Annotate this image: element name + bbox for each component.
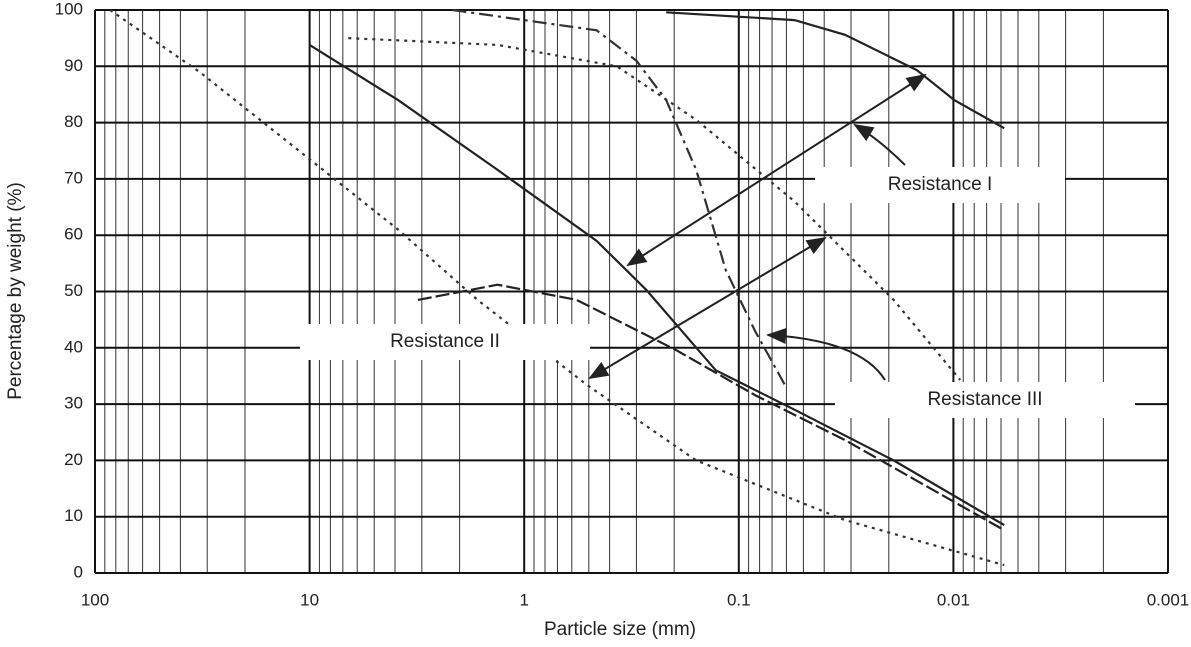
y-tick-label: 20 (64, 450, 83, 469)
arrow (588, 236, 827, 380)
x-tick-label: 1 (519, 590, 528, 609)
y-tick-label: 80 (64, 112, 83, 131)
x-tick-label: 0.1 (727, 590, 751, 609)
y-axis-title: Percentage by weight (%) (5, 182, 26, 400)
y-tick-label: 0 (74, 562, 83, 581)
line (348, 37, 962, 381)
y-tick-label: 10 (64, 506, 83, 525)
x-tick-label: 100 (81, 590, 109, 609)
annotation: Resistance II (390, 331, 500, 352)
annotation-box (835, 382, 1135, 418)
y-tick-label: 30 (64, 394, 83, 413)
line (666, 11, 1005, 130)
x-tick-label: 10 (300, 590, 319, 609)
y-tick-label: 100 (55, 0, 83, 18)
y-tick-label: 90 (64, 56, 83, 75)
y-tick-label: 40 (64, 337, 83, 356)
arrows (588, 73, 927, 381)
arrow (853, 123, 906, 166)
y-tick-label: 60 (64, 225, 83, 244)
annotation-box (300, 324, 590, 360)
annotation: Resistance III (927, 389, 1042, 410)
line (309, 43, 1005, 527)
annotation: Resistance I (888, 174, 993, 195)
x-tick-label: 0.01 (937, 590, 970, 609)
grid (94, 9, 1169, 574)
y-tick-label: 50 (64, 281, 83, 300)
y-tick-label: 70 (64, 168, 83, 187)
labels: 100 10 1 0.1 0.01 0.001 0 10 20 30 40 50 60 70 80 90 100… (55, 0, 1190, 609)
arrow (766, 327, 886, 381)
annotation-box (815, 167, 1065, 203)
arrow (626, 73, 927, 267)
x-tick-label: 0.001 (1147, 590, 1190, 609)
x-axis-title: Particle size (mm) (544, 619, 696, 640)
